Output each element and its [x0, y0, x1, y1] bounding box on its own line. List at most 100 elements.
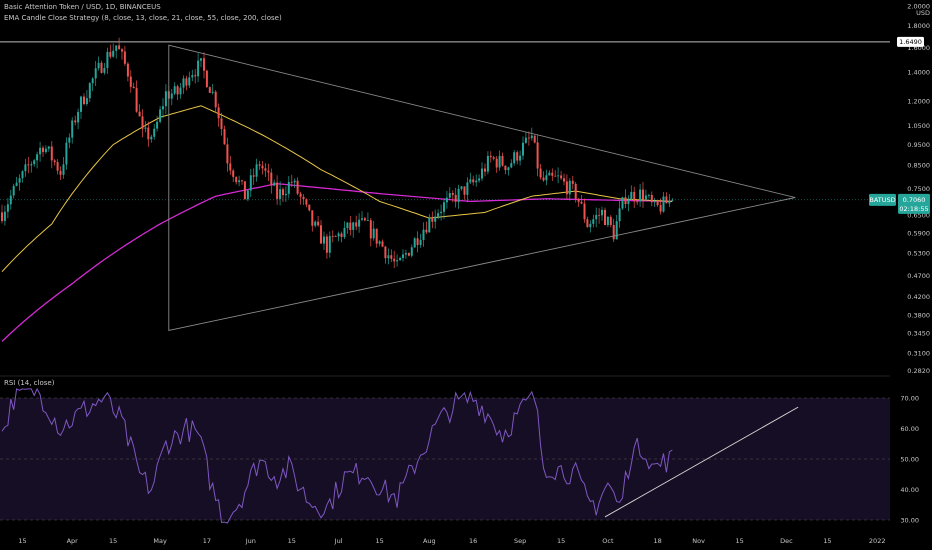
time-tick-label: May [153, 537, 167, 545]
candle [489, 151, 492, 163]
candle-body [170, 93, 173, 99]
candle-body [62, 164, 65, 175]
candle [492, 155, 495, 161]
candle [457, 184, 460, 209]
candle-body [150, 136, 153, 140]
candle [153, 124, 156, 140]
candle-body [205, 70, 208, 88]
candle-body [232, 170, 235, 177]
candle-body [173, 86, 176, 94]
candle-body [53, 160, 56, 163]
candle-body [56, 162, 59, 171]
candle-body [100, 62, 103, 73]
price-tick-label: 0.6500 [907, 212, 930, 220]
candle [554, 170, 557, 177]
candle-body [580, 201, 583, 204]
candle [563, 173, 565, 186]
candle-body [352, 222, 355, 230]
price-tick-label: 0.2820 [907, 367, 930, 375]
candle [647, 193, 650, 199]
rsi-axis[interactable]: 70.00 60.00 50.00 40.00 30.00 [900, 394, 919, 524]
candle [238, 175, 241, 187]
candle-body [510, 163, 513, 168]
last-price-label: 0.7060 [903, 196, 926, 204]
candle [355, 215, 358, 231]
candle [80, 95, 82, 119]
candle [188, 71, 191, 88]
candle-body [489, 155, 492, 158]
rsi-tick-label: 40.00 [900, 486, 919, 494]
candle [621, 196, 624, 210]
candle [156, 115, 159, 132]
candle [249, 168, 252, 197]
candle-body [665, 196, 668, 204]
candle-body [273, 182, 276, 186]
candle [530, 127, 533, 141]
candle [264, 163, 267, 177]
candle-body [425, 229, 428, 233]
candle-body [393, 258, 396, 262]
candle [56, 159, 59, 175]
candle [495, 155, 498, 173]
candle [609, 215, 612, 228]
candle-body [112, 50, 115, 57]
candle-body [1, 212, 3, 221]
time-tick-label: Oct [602, 537, 614, 545]
candle-body [85, 98, 88, 104]
price-tick-label: 1.8000 [907, 22, 930, 30]
time-axis[interactable]: 15 Apr 15 May 17 Jun 15 Jul 15 Aug 16 Sep 15 Oct 18 Nov… [18, 537, 885, 545]
candle [299, 191, 302, 205]
time-tick-label: 2022 [869, 537, 886, 545]
strategy-legend[interactable]: EMA Candle Close Strategy (8, close, 13,… [4, 14, 282, 22]
rsi-trendline[interactable] [604, 406, 799, 518]
price-tick-label: 0.5900 [907, 230, 930, 238]
candle-body [668, 200, 671, 204]
price-axis-unit: USD [916, 9, 930, 17]
candle-body [504, 165, 507, 171]
candle [27, 157, 30, 174]
candle [112, 43, 115, 58]
candle [88, 82, 91, 103]
candle-body [530, 135, 533, 139]
candle-body [565, 181, 568, 195]
candle [659, 198, 662, 215]
candle [42, 145, 44, 157]
candle [276, 175, 279, 205]
time-tick-label: 15 [109, 537, 117, 545]
candle [179, 83, 182, 99]
candle-body [671, 199, 674, 201]
candle [162, 98, 164, 118]
candle [182, 75, 185, 94]
candle-body [469, 179, 472, 183]
candle [47, 146, 50, 152]
time-tick-label: 15 [557, 537, 565, 545]
price-axis[interactable]: 2.0000 1.8000 1.6000 1.4000 1.2000 1.0500 0.95… [907, 2, 930, 375]
candle [106, 47, 109, 74]
rsi-tick-label: 50.00 [900, 455, 919, 463]
candle [97, 56, 100, 71]
candle-body [118, 45, 121, 50]
candle [404, 249, 407, 259]
rsi-legend[interactable]: RSI (14, close) [4, 379, 55, 387]
candle-body [390, 255, 393, 259]
candle [115, 45, 118, 59]
candle [539, 164, 542, 180]
price-tick-label: 0.4200 [907, 293, 930, 301]
candle [580, 195, 583, 205]
candle [284, 186, 287, 202]
candle [463, 186, 466, 200]
candle [565, 174, 568, 200]
candle-body [182, 78, 185, 88]
candle [243, 181, 246, 200]
triangle-drawing[interactable] [168, 44, 796, 332]
candle [642, 181, 644, 208]
candle [340, 231, 343, 243]
candle [308, 204, 311, 212]
candle-body [437, 213, 440, 217]
candle [246, 189, 249, 202]
countdown-label: 02:18:55 [899, 205, 928, 213]
symbol-legend[interactable]: Basic Attention Token / USD, 1D, BINANCE… [4, 3, 161, 11]
candle-body [545, 175, 548, 181]
candle [639, 184, 642, 207]
